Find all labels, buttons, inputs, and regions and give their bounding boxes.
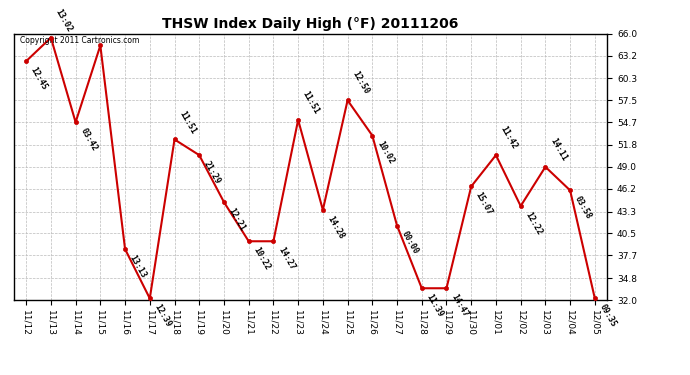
Text: 03:42: 03:42 — [79, 126, 99, 153]
Text: 21:29: 21:29 — [202, 159, 222, 186]
Text: 11:51: 11:51 — [177, 109, 197, 135]
Text: 03:58: 03:58 — [573, 195, 593, 220]
Text: 15:07: 15:07 — [474, 190, 494, 217]
Text: 12:45: 12:45 — [29, 65, 49, 92]
Title: THSW Index Daily High (°F) 20111206: THSW Index Daily High (°F) 20111206 — [162, 17, 459, 31]
Text: 12:22: 12:22 — [524, 210, 544, 236]
Text: 12:21: 12:21 — [227, 206, 247, 232]
Text: Copyright 2011 Cartronics.com: Copyright 2011 Cartronics.com — [20, 36, 139, 45]
Text: 12:39: 12:39 — [152, 303, 173, 329]
Text: 14:11: 14:11 — [548, 136, 569, 163]
Text: 12:50: 12:50 — [351, 70, 371, 96]
Text: 13:13: 13:13 — [128, 253, 148, 279]
Text: 11:51: 11:51 — [301, 90, 322, 116]
Text: 09:35: 09:35 — [598, 303, 618, 329]
Text: 10:02: 10:02 — [375, 140, 395, 166]
Text: 14:28: 14:28 — [326, 214, 346, 240]
Text: 14:47: 14:47 — [449, 292, 470, 319]
Text: 10:22: 10:22 — [251, 245, 272, 272]
Text: 13:02: 13:02 — [54, 8, 74, 33]
Text: 11:42: 11:42 — [499, 125, 519, 151]
Text: 00:00: 00:00 — [400, 230, 420, 256]
Text: 11:39: 11:39 — [424, 292, 445, 319]
Text: 14:27: 14:27 — [276, 245, 297, 272]
